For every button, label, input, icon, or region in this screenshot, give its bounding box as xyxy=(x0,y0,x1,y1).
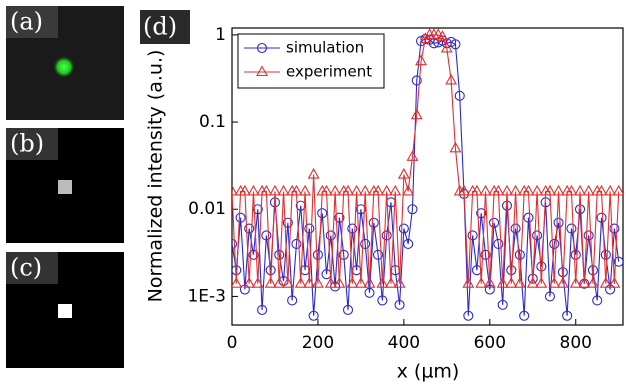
panel-label: (b) xyxy=(10,130,44,158)
panel-label: (a) xyxy=(10,8,43,36)
page: {"panels": {"a": "(a)", "b": "(b)", "c":… xyxy=(0,0,626,385)
green-spot xyxy=(53,56,75,78)
y-tick-label: 1 xyxy=(215,25,226,45)
y-axis-label: Normalized intensity (a.u.) xyxy=(145,50,167,303)
x-tick-label: 600 xyxy=(474,333,506,353)
x-tick-label: 0 xyxy=(227,333,238,353)
y-tick-label: 1E-3 xyxy=(187,286,226,306)
y-tick-label: 0.1 xyxy=(199,112,226,132)
y-tick-label: 0.01 xyxy=(188,199,226,219)
white-spot xyxy=(58,304,72,318)
x-tick-label: 200 xyxy=(302,333,334,353)
panel-label: (d) xyxy=(143,13,177,41)
x-tick-label: 400 xyxy=(388,333,420,353)
x-tick-label: 800 xyxy=(560,333,592,353)
legend-label: experiment xyxy=(286,63,372,81)
figure: (a) (b) (c) (d) x (µm) Normalized intens… xyxy=(0,0,626,385)
x-axis-label: x (µm) xyxy=(397,361,460,383)
panel-label: (c) xyxy=(10,254,42,282)
gray-spot xyxy=(58,180,72,194)
legend-label: simulation xyxy=(286,39,364,57)
